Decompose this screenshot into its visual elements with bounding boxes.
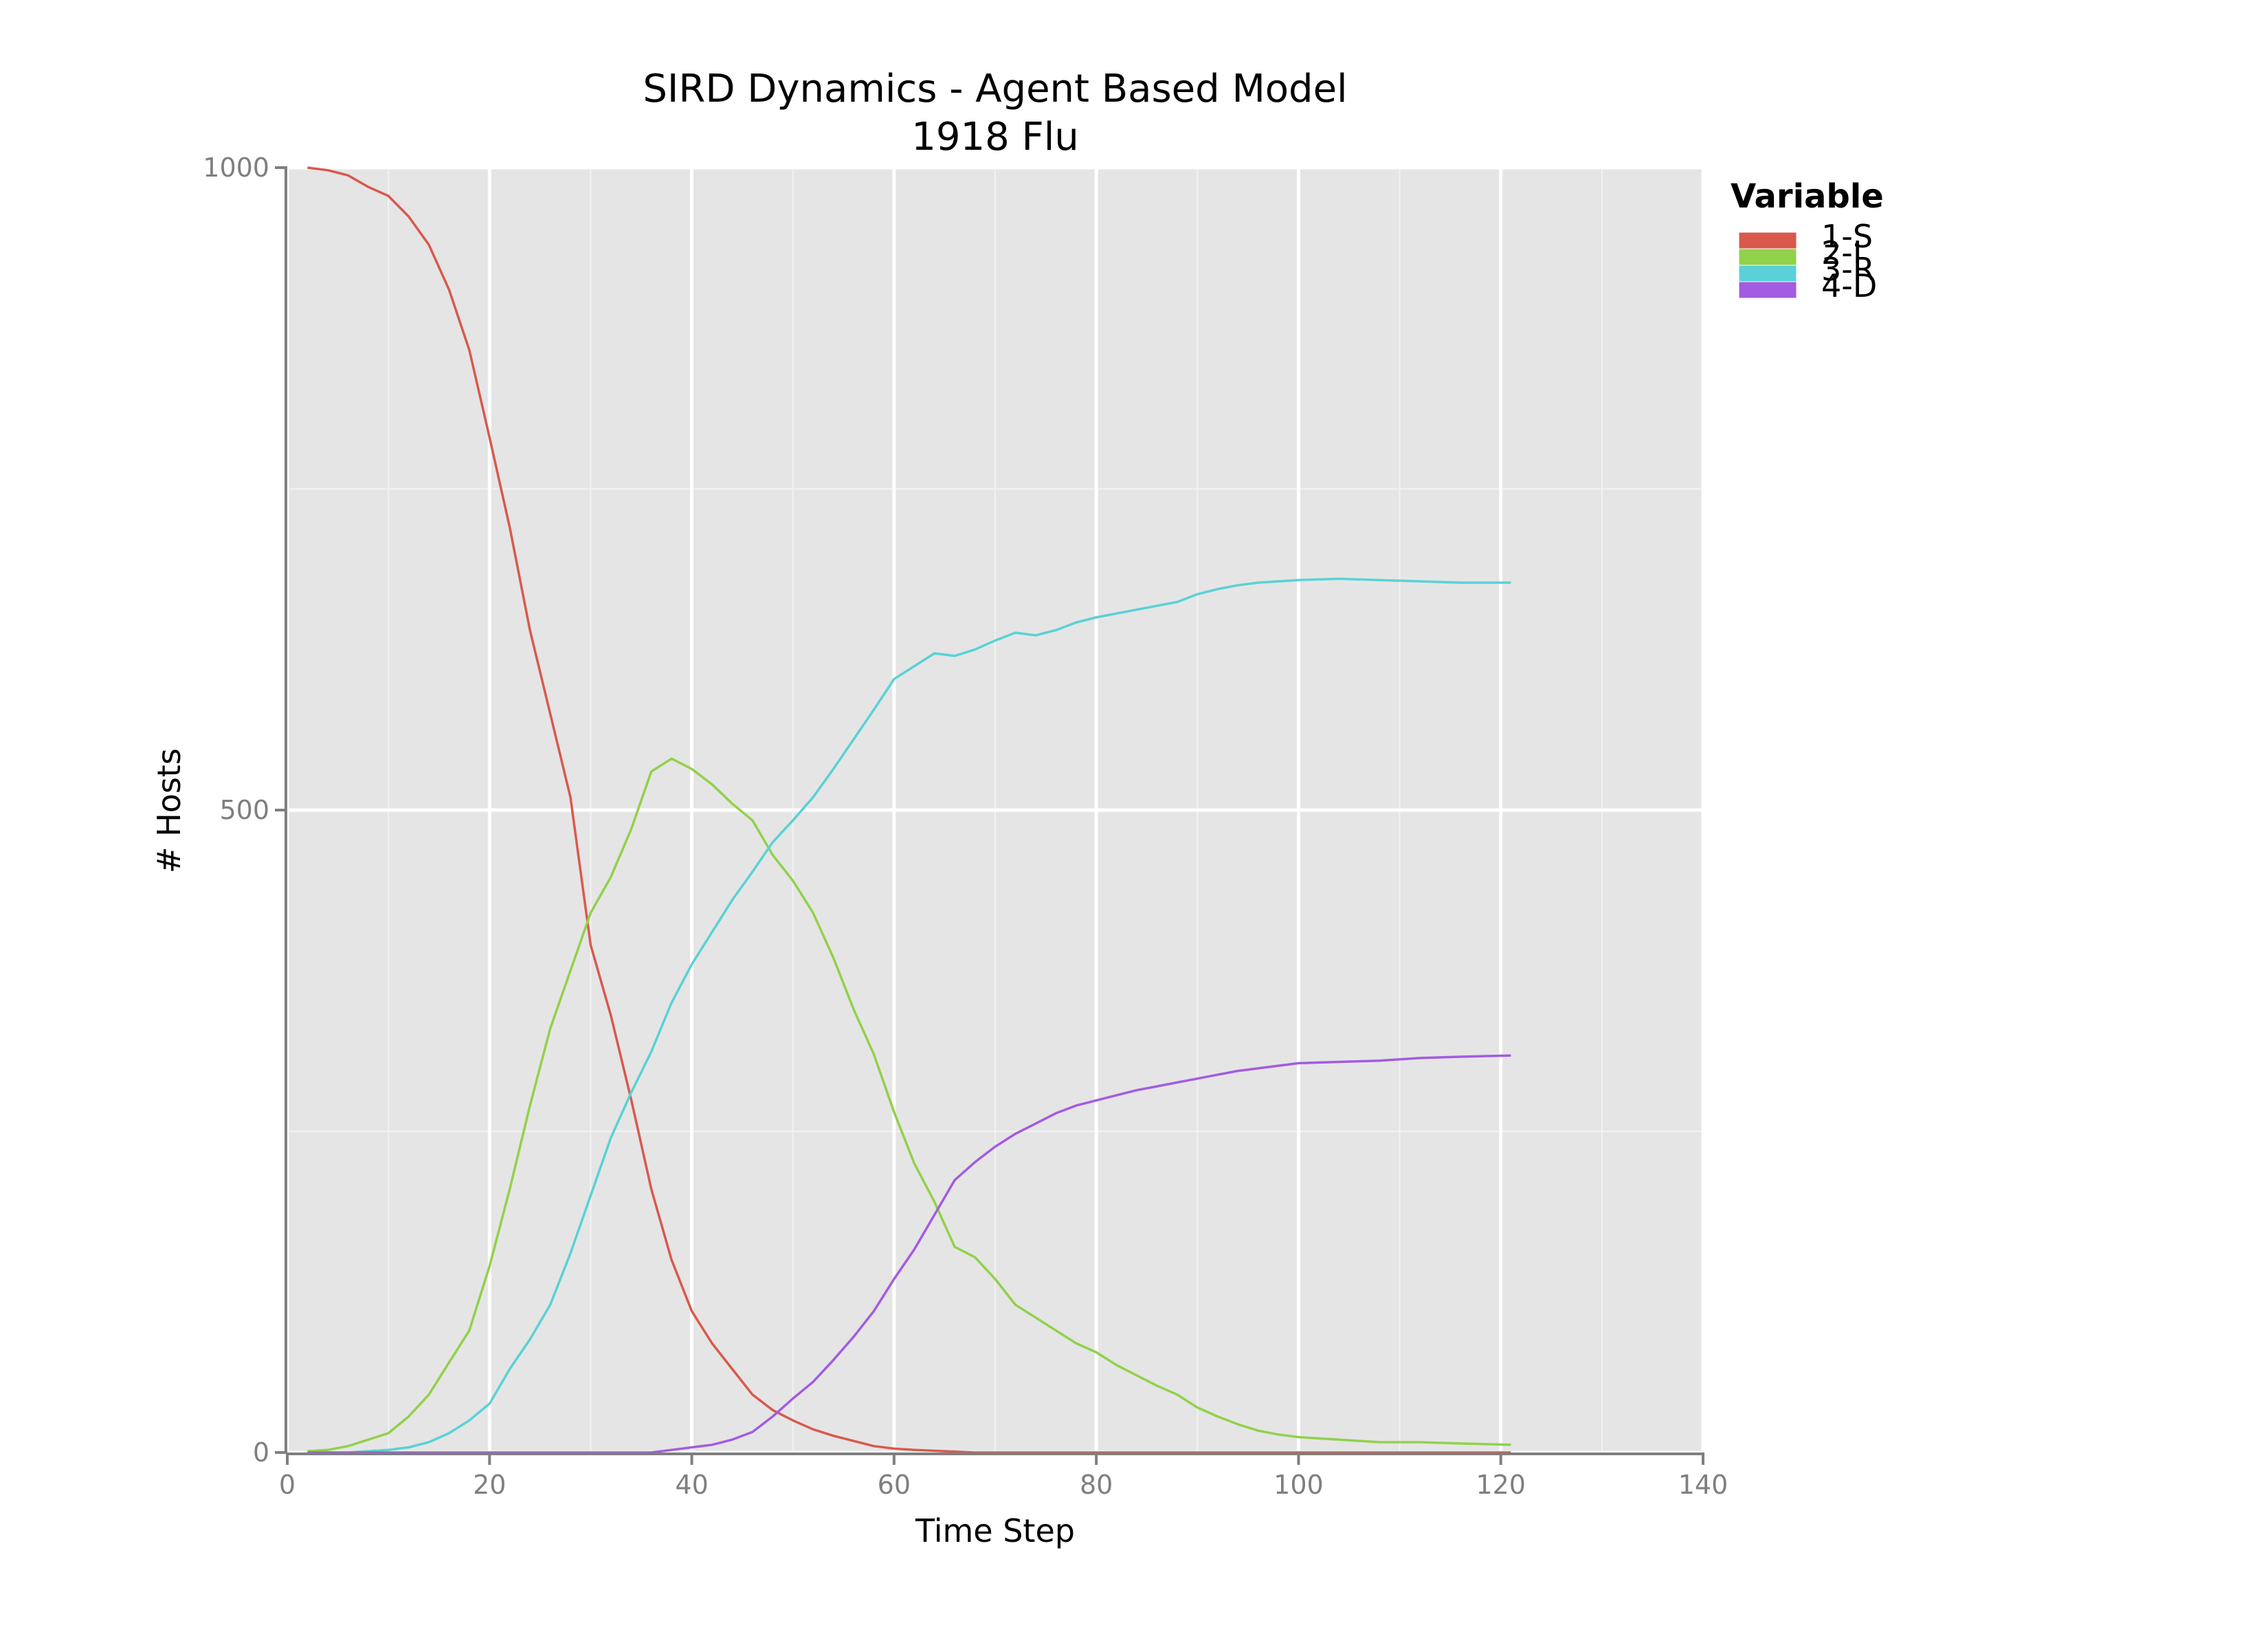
legend-label: 3-R (1821, 251, 1875, 288)
y-tick-label: 500 (219, 795, 269, 825)
series-line-1-S (307, 166, 1511, 1454)
legend-title: Variable (1731, 177, 1884, 216)
x-tick-label: 80 (1080, 1470, 1113, 1500)
legend-label: 2-I (1821, 234, 1862, 271)
legend-key-1-S (1738, 232, 1797, 249)
series-line-3-R (307, 577, 1511, 1454)
legend-key-2-I (1738, 248, 1797, 266)
x-tick-label: 60 (878, 1470, 911, 1500)
x-tick-label: 100 (1274, 1470, 1324, 1500)
legend-label: 1-S (1821, 218, 1873, 255)
x-tick-label: 40 (675, 1470, 708, 1500)
legend-key-4-D (1738, 281, 1797, 299)
legend-label: 4-D (1821, 267, 1877, 304)
legend-key-3-R (1738, 265, 1797, 282)
chart-title: SIRD Dynamics - Agent Based Model (643, 67, 1347, 111)
x-tick-label: 140 (1678, 1470, 1728, 1500)
series-line-4-D (307, 1054, 1511, 1454)
series-lines (307, 166, 1511, 1454)
x-tick-label: 120 (1476, 1470, 1526, 1500)
y-tick-label: 1000 (203, 153, 269, 183)
x-tick-label: 0 (279, 1470, 296, 1500)
axes: 0 20 40 60 80 100 120 140 0 500 1000 (203, 153, 1728, 1500)
y-tick-label: 0 (253, 1437, 269, 1468)
legend: Variable 1-S2-I3-R4-D (1731, 177, 1884, 304)
x-tick-label: 20 (473, 1470, 506, 1500)
x-axis-title: Time Step (915, 1512, 1075, 1549)
chart-subtitle: 1918 Flu (911, 115, 1079, 159)
y-axis-title: # Hosts (151, 748, 188, 873)
series-line-2-I (307, 757, 1511, 1452)
